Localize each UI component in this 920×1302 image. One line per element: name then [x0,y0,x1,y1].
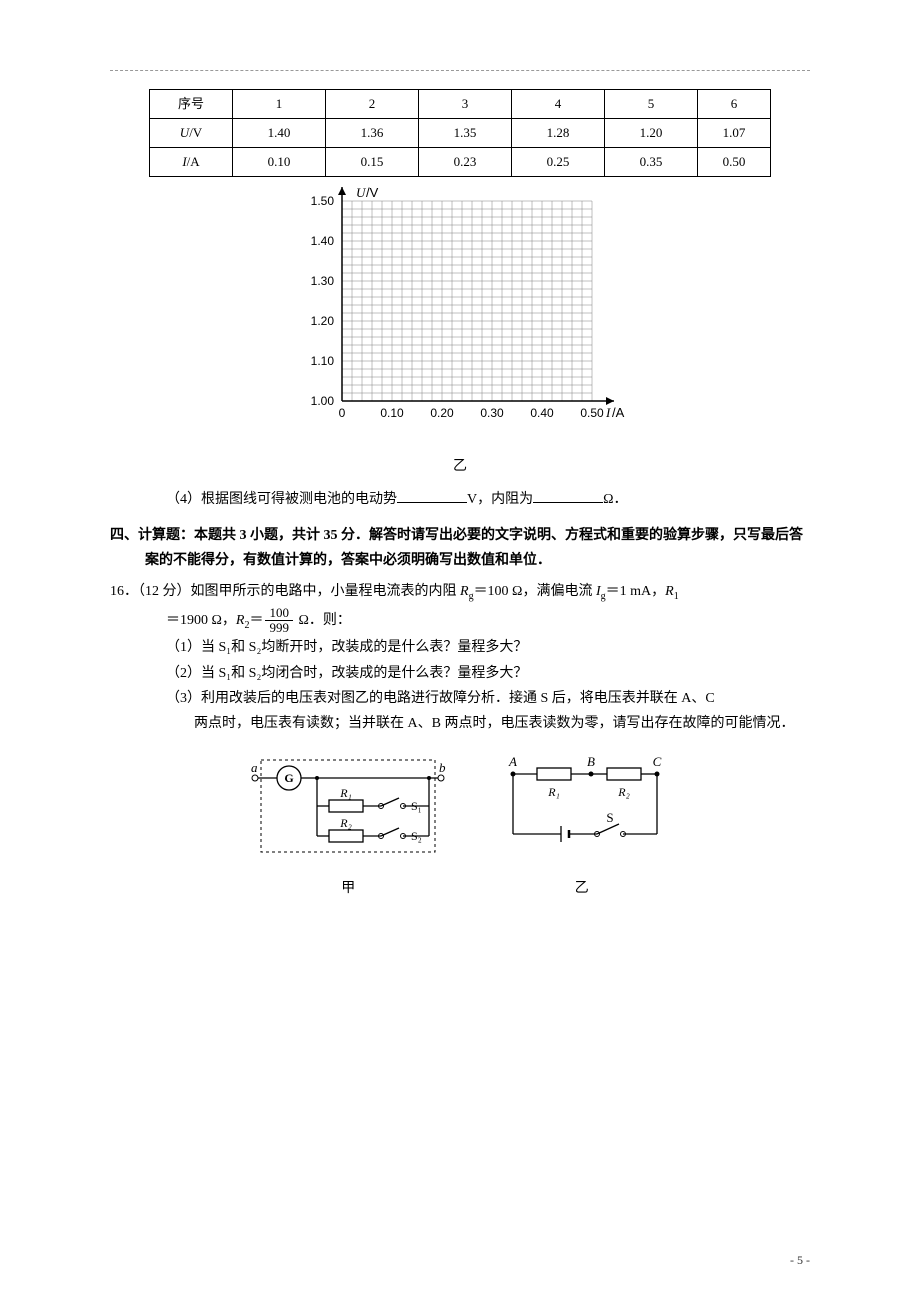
section4-prefix: 四、计算题： [110,528,194,543]
table-cell: 0.25 [512,148,605,177]
Ig-val: ＝1 mA， [606,584,666,599]
q16-score: （12 分） [138,584,191,599]
table-cell: 5 [605,90,698,119]
svg-text:G: G [285,771,294,785]
uv-chart: 0 0.10 0.20 0.30 0.40 0.50 1.00 1.10 1.20 1.30 1.4… [280,183,640,443]
q4-unit-ohm: Ω． [603,492,627,507]
frac-num: 100 [265,606,293,620]
frac-den: 999 [265,620,293,635]
blank-r [533,488,603,503]
svg-text:A: A [508,754,517,769]
table-cell: 0.23 [419,148,512,177]
table-cell: 3 [419,90,512,119]
svg-text:1.50: 1.50 [311,194,335,208]
svg-text:/A: /A [612,405,625,420]
fraction-100-999: 100999 [265,606,293,636]
table-cell: I/A [150,148,233,177]
blank-emf [397,488,467,503]
table-cell: U/V [150,119,233,148]
section-4-heading: 四、计算题：本题共 3 小题，共计 35 分．解答时请写出必要的文字说明、方程式… [110,523,810,573]
section4-body: 本题共 3 小题，共计 35 分．解答时请写出必要的文字说明、方程式和重要的验算… [145,528,803,568]
table-cell: 0.15 [326,148,419,177]
table-cell: 1.40 [233,119,326,148]
q16-line1: 16．（12 分）如图甲所示的电路中，小量程电流表的内阻 Rg＝100 Ω，满偏… [110,579,810,606]
data-table: 序号123456U/V1.401.361.351.281.201.07I/A0.… [149,89,771,177]
svg-text:R₂: R₂ [339,816,352,830]
svg-text:0: 0 [339,406,346,420]
svg-text:/V: /V [366,185,379,200]
caption-yi: 乙 [487,876,677,901]
svg-text:B: B [587,754,595,769]
table-cell: 1.36 [326,119,419,148]
Rg-val: ＝100 Ω，满偏电流 [474,584,596,599]
svg-text:R₁: R₁ [547,785,560,799]
chart-caption: 乙 [110,454,810,479]
q16: 16．（12 分）如图甲所示的电路中，小量程电流表的内阻 Rg＝100 Ω，满偏… [110,579,810,736]
table-cell: 1 [233,90,326,119]
question-4-line: （4）根据图线可得被测电池的电动势 V，内阻为 Ω． [110,487,810,512]
table-cell: 1.28 [512,119,605,148]
diagram-row: abGR₁S₁R₂S₂ AR₁BR₂CS 甲 乙 [110,744,810,901]
table-cell: 0.10 [233,148,326,177]
table-cell: 0.35 [605,148,698,177]
svg-text:C: C [652,754,661,769]
circuit-yi: A R₁ B R₂ C S [487,744,677,874]
table-cell: 4 [512,90,605,119]
svg-text:a: a [251,760,258,775]
svg-text:I: I [605,405,611,420]
svg-text:0.30: 0.30 [480,406,504,420]
table-cell: 1.35 [419,119,512,148]
table-cell: 1.20 [605,119,698,148]
q16-line2: ＝1900 Ω，R2＝100999 Ω．则： [110,606,810,636]
page: 序号123456U/V1.401.361.351.281.201.07I/A0.… [0,0,920,1302]
page-number: - 5 - [790,1250,810,1272]
top-rule [110,70,810,71]
R1-sub: 1 [674,591,679,602]
table-cell: 序号 [150,90,233,119]
svg-text:1.10: 1.10 [311,354,335,368]
svg-text:1.40: 1.40 [311,234,335,248]
q16-p1: （1）当 S₁和 S₂均断开时，改装成的是什么表？量程多大？ [110,635,810,660]
svg-text:0.10: 0.10 [380,406,404,420]
table-cell: 2 [326,90,419,119]
R2-tail: Ω．则： [295,613,351,628]
caption-jia: 甲 [243,876,453,901]
table-cell: 0.50 [698,148,771,177]
q16-p3a: （3）利用改装后的电压表对图乙的电路进行故障分析．接通 S 后，将电压表并联在 … [110,686,810,711]
q16-intro-a: 如图甲所示的电路中，小量程电流表的内阻 [191,584,461,599]
q4-unit-v: V，内阻为 [467,492,533,507]
table-cell: 6 [698,90,771,119]
svg-text:S: S [606,810,613,825]
q4-text: （4）根据图线可得被测电池的电动势 [166,492,397,507]
chart-container: 0 0.10 0.20 0.30 0.40 0.50 1.00 1.10 1.20 1.30 1.4… [110,183,810,452]
svg-text:0.40: 0.40 [530,406,554,420]
svg-text:R₂: R₂ [617,785,630,799]
svg-text:1.00: 1.00 [311,394,335,408]
svg-text:R₁: R₁ [339,786,352,800]
q16-l2a: ＝1900 Ω， [166,613,236,628]
R2-eq: ＝ [249,613,263,628]
svg-text:b: b [439,760,446,775]
q16-p3b: 两点时，电压表有读数；当并联在 A、B 两点时，电压表读数为零，请写出存在故障的… [110,711,810,736]
svg-text:0.50: 0.50 [580,406,604,420]
R1-sym: R [665,584,674,599]
circuit-jia: abGR₁S₁R₂S₂ [243,744,453,874]
svg-text:0.20: 0.20 [430,406,454,420]
svg-text:1.30: 1.30 [311,274,335,288]
q16-p2: （2）当 S₁和 S₂均闭合时，改装成的是什么表？量程多大？ [110,661,810,686]
table-cell: 1.07 [698,119,771,148]
Rg-sym: R [460,584,469,599]
svg-text:1.20: 1.20 [311,314,335,328]
